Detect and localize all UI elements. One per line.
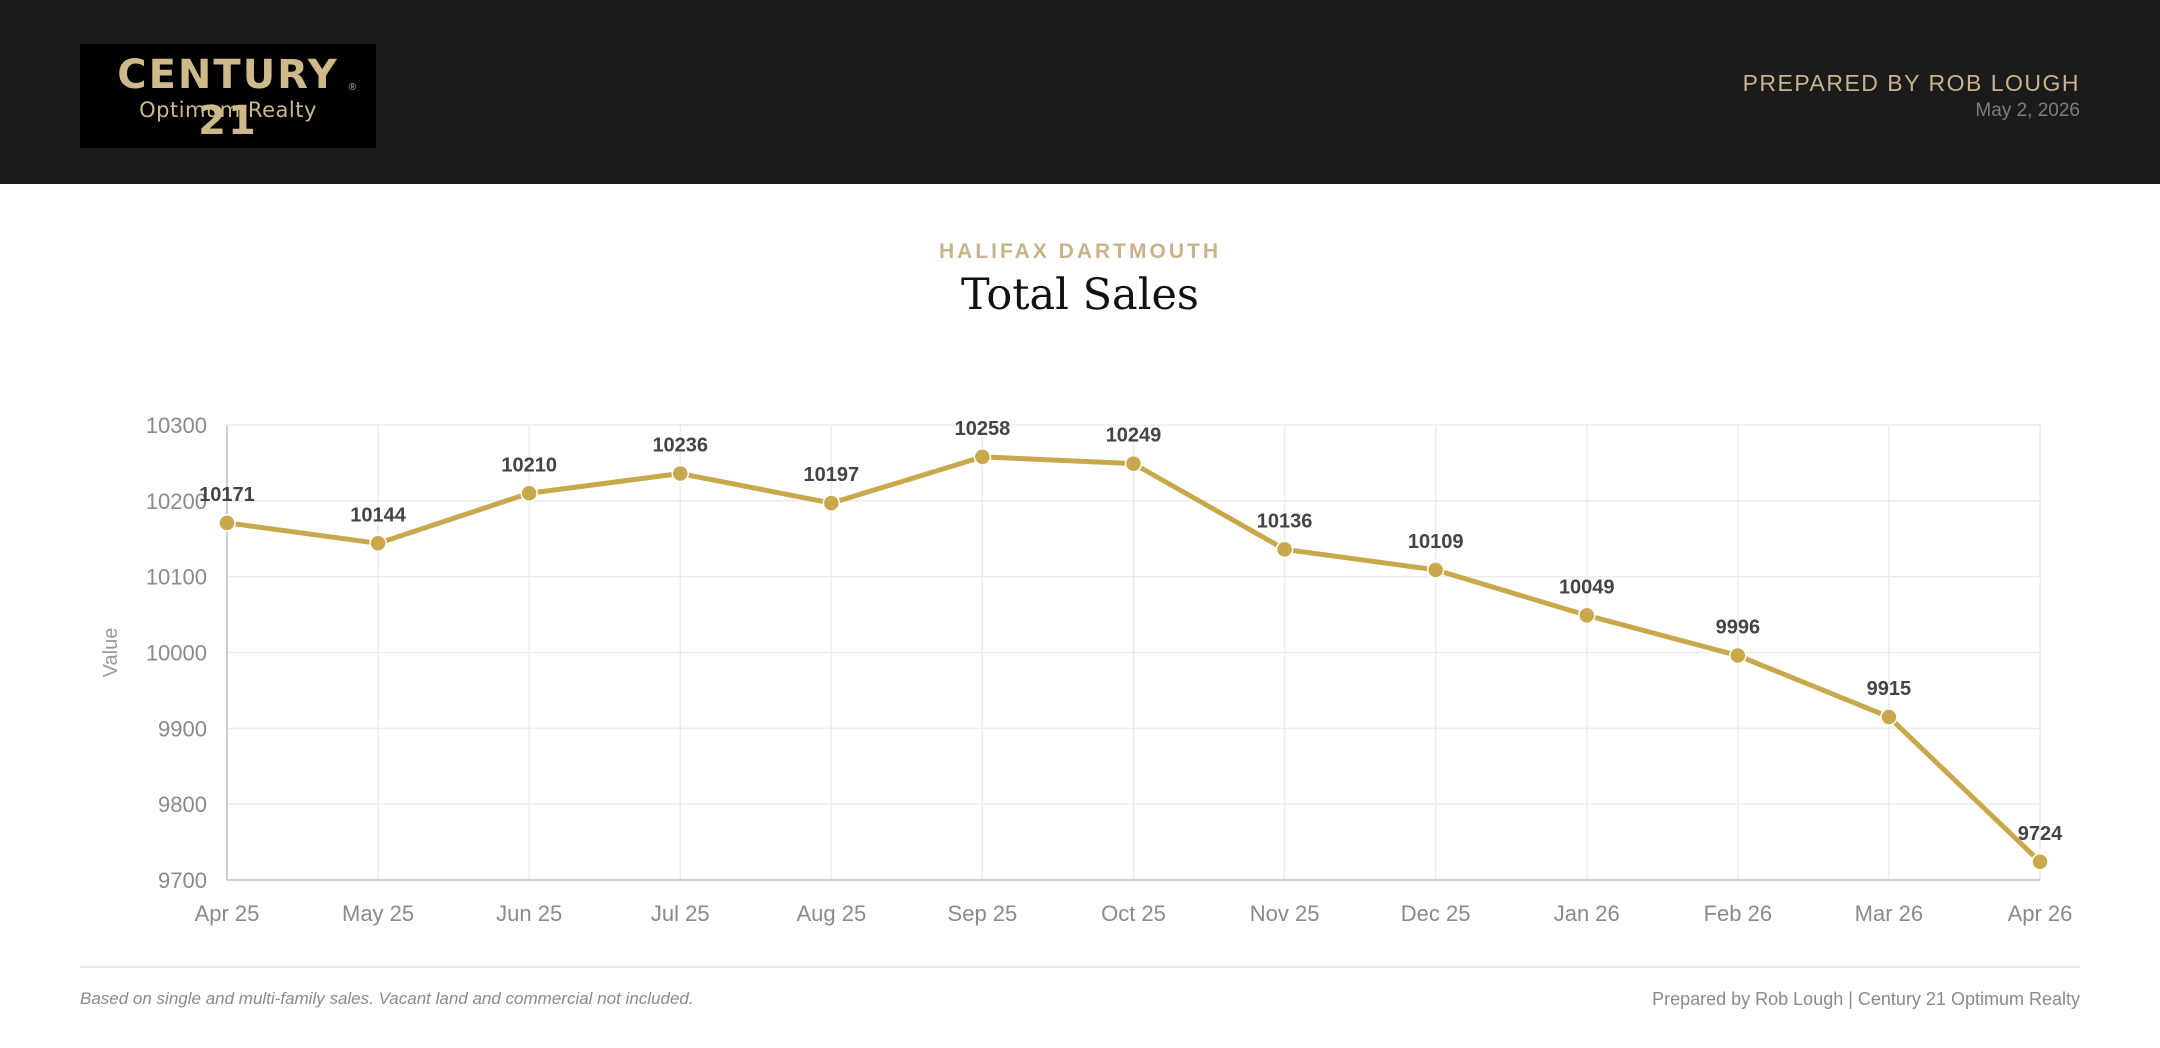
- data-label: 9996: [1716, 617, 1761, 639]
- data-point: [1426, 561, 1445, 579]
- y-tick-label: 9900: [158, 716, 207, 741]
- x-tick-label: Sep 25: [948, 901, 1018, 926]
- data-point: [1729, 646, 1747, 665]
- logo-subtitle: Optimum Realty: [139, 98, 317, 122]
- data-label: 10144: [350, 504, 406, 526]
- footer-divider: [80, 966, 2080, 968]
- data-label: 10109: [1408, 531, 1464, 553]
- y-tick-label: 10200: [146, 489, 207, 514]
- prepared-by-label: PREPARED BY ROB LOUGH: [1742, 70, 2080, 96]
- data-label: 10249: [1106, 425, 1162, 447]
- x-tick-label: Jan 26: [1554, 901, 1620, 926]
- data-point: [973, 448, 992, 466]
- data-point: [1578, 606, 1596, 625]
- data-point: [1880, 708, 1898, 726]
- y-tick-label: 10000: [146, 641, 207, 666]
- logo-registered-mark: ®: [348, 82, 356, 93]
- x-tick-label: Jul 25: [651, 901, 710, 926]
- y-axis-ticks: 9700 9800 9900 10000 10100 10200 10300: [146, 413, 207, 893]
- x-tick-label: Jun 25: [496, 901, 562, 926]
- data-label: 10258: [955, 418, 1011, 440]
- x-tick-label: Nov 25: [1250, 901, 1320, 926]
- x-tick-label: Oct 25: [1101, 901, 1166, 926]
- x-tick-label: May 25: [342, 901, 414, 926]
- footer-credit: Prepared by Rob Lough | Century 21 Optim…: [1652, 989, 2080, 1009]
- y-tick-label: 10100: [146, 565, 207, 590]
- y-tick-label: 9700: [158, 868, 207, 893]
- line-chart: 9700 9800 9900 10000 10100 10200 10300 Apr 25 M…: [100, 413, 2073, 926]
- data-label: 10171: [199, 484, 255, 506]
- data-point: [520, 484, 538, 502]
- data-point: [1124, 454, 1143, 473]
- x-tick-label: Dec 25: [1401, 901, 1471, 926]
- report-date: May 2, 2026: [1975, 100, 2080, 121]
- data-labels: 10171 10144 10210 10236 10197 10258 10249 10136…: [199, 418, 2063, 845]
- y-tick-label: 10300: [146, 413, 207, 438]
- data-point: [218, 514, 236, 532]
- footer-note: Based on single and multi-family sales. …: [80, 989, 694, 1008]
- data-label: 10136: [1257, 510, 1313, 532]
- data-point: [369, 534, 387, 553]
- data-point: [1275, 540, 1294, 559]
- logo-wordmark: CENTURY 21: [117, 52, 339, 144]
- data-label: 10049: [1559, 576, 1615, 598]
- data-point: [671, 464, 689, 483]
- data-label: 10236: [652, 435, 708, 457]
- chart-grid: [226, 424, 2041, 881]
- y-tick-label: 9800: [158, 792, 207, 817]
- brand-logo: CENTURY 21 ® Optimum Realty: [80, 44, 376, 148]
- x-tick-label: Aug 25: [796, 901, 866, 926]
- header-bar: CENTURY 21 ® Optimum Realty PREPARED BY …: [0, 0, 2160, 184]
- data-label: 10197: [804, 464, 860, 486]
- data-point: [2031, 853, 2049, 871]
- data-point: [822, 494, 841, 512]
- x-tick-label: Feb 26: [1704, 901, 1773, 926]
- data-label: 9915: [1867, 678, 1912, 700]
- series-sales: [218, 448, 2049, 871]
- data-label: 10210: [501, 454, 557, 476]
- x-axis-ticks: Apr 25 May 25 Jun 25 Jul 25 Aug 25 Sep 25 Oct …: [195, 901, 2073, 926]
- x-tick-label: Apr 26: [2008, 901, 2073, 926]
- region-label: HALIFAX DARTMOUTH: [939, 240, 1221, 263]
- x-tick-label: Apr 25: [195, 901, 260, 926]
- data-label: 9724: [2018, 823, 2063, 845]
- chart-title: Total Sales: [961, 270, 1199, 320]
- chart-axes: [226, 425, 2040, 881]
- x-tick-label: Mar 26: [1855, 901, 1923, 926]
- y-axis-label: Value: [100, 628, 122, 678]
